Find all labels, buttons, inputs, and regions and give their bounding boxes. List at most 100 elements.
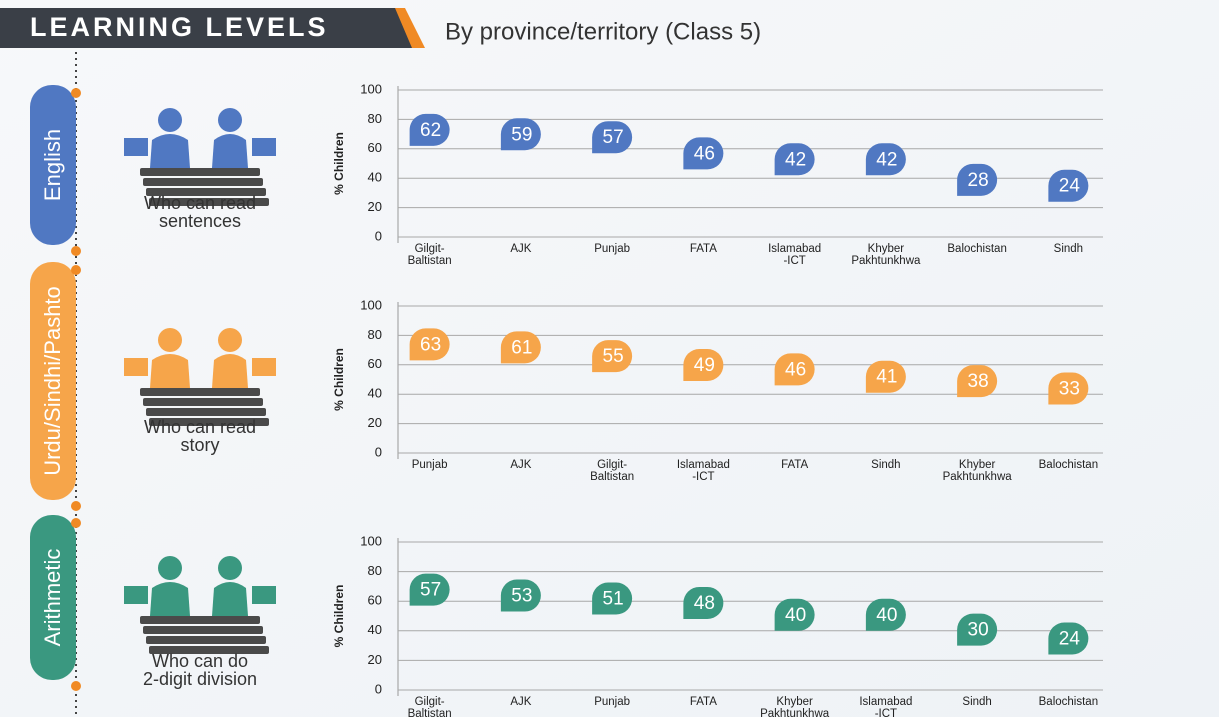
value-marker: [774, 353, 815, 386]
value-label: 38: [968, 371, 989, 392]
x-tick-label: Islamabad -ICT: [768, 243, 821, 267]
book: [146, 188, 266, 196]
value-marker: [500, 118, 541, 151]
book: [140, 616, 260, 624]
value-label: 30: [968, 620, 989, 641]
y-tick-label: 60: [368, 593, 382, 608]
x-tick-label: AJK: [510, 696, 531, 708]
x-tick-label: Punjab: [412, 459, 448, 471]
value-label: 24: [1059, 628, 1081, 649]
header-title: LEARNING LEVELS: [30, 12, 329, 42]
x-tick-label: Sindh: [871, 459, 900, 471]
value-label: 61: [511, 337, 532, 358]
value-label: 24: [1059, 176, 1081, 197]
value-marker: [592, 121, 633, 154]
value-marker: [957, 163, 998, 196]
x-tick-label: AJK: [510, 459, 531, 471]
x-tick-label: AJK: [510, 243, 531, 255]
book-held: [124, 358, 148, 376]
section-title: English: [40, 129, 65, 201]
value-marker: [592, 582, 633, 615]
value-label: 42: [785, 149, 806, 170]
value-marker: [683, 586, 724, 619]
y-tick-label: 40: [368, 622, 382, 637]
person-head: [158, 556, 182, 580]
y-tick-label: 100: [360, 297, 382, 312]
value-marker: [1048, 169, 1089, 202]
x-tick-label: Gilgit-Baltistan: [408, 696, 452, 717]
value-marker: [774, 598, 815, 631]
value-marker: [500, 579, 541, 612]
book: [140, 388, 260, 396]
value-marker: [865, 143, 906, 176]
value-label: 42: [876, 149, 897, 170]
x-tick-label: Balochistan: [947, 243, 1006, 255]
person-body: [150, 354, 190, 388]
value-marker: [1048, 372, 1089, 405]
value-label: 33: [1059, 379, 1080, 400]
caption: story: [180, 435, 219, 455]
y-tick-label: 80: [368, 111, 382, 126]
x-tick-label: Punjab: [594, 243, 630, 255]
x-tick-label: FATA: [690, 243, 717, 255]
y-tick-label: 80: [368, 563, 382, 578]
y-tick-label: 60: [368, 356, 382, 371]
value-label: 40: [785, 605, 806, 626]
book: [149, 418, 269, 426]
x-tick-label: Khyber Pakhtunkhwa: [760, 696, 830, 717]
value-label: 55: [603, 346, 624, 367]
y-axis-label: % Children: [332, 132, 346, 195]
value-label: 46: [694, 143, 715, 164]
x-tick-label: Punjab: [594, 696, 630, 708]
y-tick-label: 100: [360, 81, 382, 96]
book: [140, 168, 260, 176]
caption: Who can read: [144, 193, 256, 213]
book: [149, 646, 269, 654]
timeline-dot: [71, 518, 81, 528]
header-banner: [0, 8, 412, 48]
x-tick-label: Sindh: [962, 696, 991, 708]
x-tick-label: Islamabad -ICT: [859, 696, 912, 717]
timeline-dot: [71, 88, 81, 98]
y-tick-label: 40: [368, 170, 382, 185]
y-tick-label: 0: [375, 681, 382, 696]
y-tick-label: 40: [368, 386, 382, 401]
book: [143, 178, 263, 186]
person-head: [218, 328, 242, 352]
y-tick-label: 100: [360, 533, 382, 548]
value-marker: [774, 143, 815, 176]
timeline-dot: [71, 501, 81, 511]
caption: sentences: [159, 211, 241, 231]
book-held: [252, 358, 276, 376]
section-title: Arithmetic: [40, 549, 65, 647]
y-tick-label: 20: [368, 415, 382, 430]
timeline-dot: [71, 265, 81, 275]
value-marker: [865, 360, 906, 393]
section-tab: [30, 262, 76, 500]
header-subtitle: By province/territory (Class 5): [445, 18, 761, 45]
person-body: [212, 134, 248, 168]
book-held: [124, 138, 148, 156]
y-tick-label: 20: [368, 652, 382, 667]
x-tick-label: Sindh: [1054, 243, 1083, 255]
x-tick-label: Gilgit-Baltistan: [590, 459, 634, 483]
value-label: 53: [511, 586, 532, 607]
section-title: Urdu/Sindhi/Pashto: [40, 286, 65, 476]
y-tick-label: 20: [368, 199, 382, 214]
x-tick-label: Gilgit-Baltistan: [408, 243, 452, 267]
x-tick-label: Khyber Pakhtunkhwa: [943, 459, 1013, 483]
caption: Who can do: [152, 651, 248, 671]
value-marker: [865, 598, 906, 631]
value-label: 62: [420, 120, 441, 141]
person-body: [212, 354, 248, 388]
value-marker: [683, 137, 724, 170]
value-label: 57: [603, 127, 624, 148]
reader-icon: [124, 108, 276, 206]
section-tab: [30, 515, 76, 680]
y-axis-label: % Children: [332, 348, 346, 411]
y-axis-label: % Children: [332, 585, 346, 648]
person-body: [212, 582, 248, 616]
x-tick-label: Balochistan: [1039, 696, 1098, 708]
book-held: [124, 586, 148, 604]
value-label: 46: [785, 359, 806, 380]
